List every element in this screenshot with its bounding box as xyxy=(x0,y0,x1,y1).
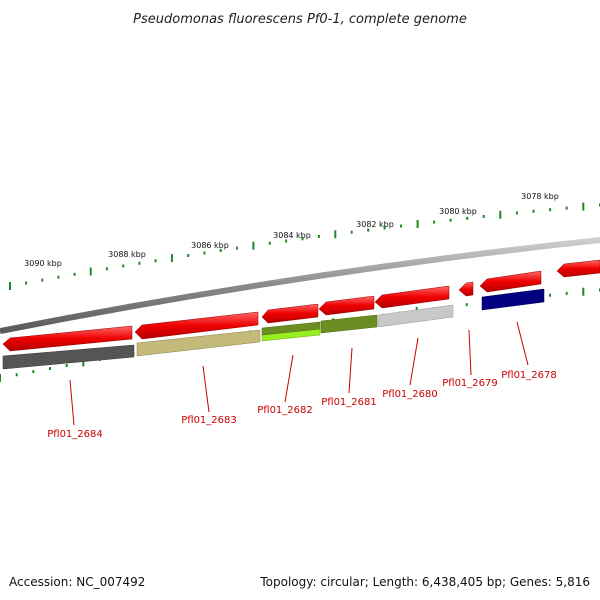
page-title: Pseudomonas fluorescens Pf0-1, complete … xyxy=(133,12,467,27)
gene-label-2682[interactable]: Pfl01_2682 xyxy=(257,405,313,416)
scale-upper-minor-tick xyxy=(565,206,568,210)
gene-label-2678[interactable]: Pfl01_2678 xyxy=(501,370,557,381)
scale-upper-major-tick xyxy=(499,210,502,219)
scale-upper-minor-tick xyxy=(122,264,125,268)
scale-lower-minor-tick xyxy=(465,303,468,307)
scale-lower-minor-tick xyxy=(15,373,18,377)
scale-label-3088: 3088 kbp xyxy=(108,250,146,259)
scale-upper-minor-tick xyxy=(138,261,141,265)
feature-bar-2683 xyxy=(136,329,261,357)
scale-upper-minor-tick xyxy=(301,237,304,241)
scale-upper-minor-tick xyxy=(25,281,28,285)
leader-line-2684 xyxy=(69,379,75,426)
cds-track xyxy=(2,259,600,352)
gene-label-2680[interactable]: Pfl01_2680 xyxy=(382,389,438,400)
cds-arrow-2684[interactable] xyxy=(2,325,133,352)
gene-label-2679[interactable]: Pfl01_2679 xyxy=(442,378,498,389)
cds-arrow-2680[interactable] xyxy=(374,285,450,309)
scale-upper-major-tick xyxy=(252,241,255,250)
leader-line-2681 xyxy=(348,347,353,394)
scale-upper-minor-tick xyxy=(236,246,239,250)
scale-upper-minor-tick xyxy=(515,211,518,215)
scale-lower-minor-tick xyxy=(565,291,568,295)
scale-lower-major-tick xyxy=(0,374,1,382)
scale-upper-major-tick xyxy=(334,230,337,239)
leader-lines xyxy=(69,321,529,426)
scale-lower-major-tick xyxy=(82,358,85,367)
feature-bar-2682-olive xyxy=(261,321,321,336)
scale-label-3078: 3078 kbp xyxy=(521,192,559,201)
scale-upper-minor-tick xyxy=(466,216,469,220)
scale-upper-minor-tick xyxy=(187,254,190,257)
scale-upper-minor-tick xyxy=(268,241,271,245)
cds-arrow-2681[interactable] xyxy=(318,295,375,316)
leader-line-2680 xyxy=(409,337,419,386)
feature-track xyxy=(2,288,545,370)
gene-label-2681[interactable]: Pfl01_2681 xyxy=(321,397,377,408)
scale-upper-minor-tick xyxy=(532,209,535,213)
scale-lower-minor-tick xyxy=(49,367,51,370)
scale-lower-minor-tick xyxy=(549,293,551,297)
scale-label-3084: 3084 kbp xyxy=(273,231,311,240)
accession-text: Accession: NC_007492 xyxy=(9,575,145,589)
scale-label-3090: 3090 kbp xyxy=(24,259,62,268)
scale-upper-minor-tick xyxy=(549,208,552,212)
feature-bar-2681 xyxy=(320,314,378,334)
scale-label-3082: 3082 kbp xyxy=(356,220,394,229)
scale-lower-minor-tick xyxy=(32,370,35,374)
scale-upper-minor-tick xyxy=(285,239,288,243)
scale-lower-minor-tick xyxy=(65,364,68,367)
leader-line-2678 xyxy=(516,321,529,366)
scale-upper-minor-tick xyxy=(57,275,60,279)
cds-arrow-2678[interactable] xyxy=(479,270,542,293)
scale-upper-minor-tick xyxy=(433,220,436,224)
scale-upper-major-tick xyxy=(89,267,92,276)
feature-bar-2684 xyxy=(2,344,135,370)
scale-upper-minor-tick xyxy=(449,218,452,222)
scale-upper-minor-tick xyxy=(317,235,320,238)
scale-upper-major-tick xyxy=(170,254,173,263)
genome-backbone xyxy=(0,237,600,334)
scale-upper-minor-tick xyxy=(350,230,353,234)
scale-upper-major-tick xyxy=(416,220,419,228)
scale-label-3086: 3086 kbp xyxy=(191,241,229,250)
cds-arrow-next[interactable] xyxy=(556,259,600,278)
gene-label-2683[interactable]: Pfl01_2683 xyxy=(181,415,237,426)
cds-arrow-2679[interactable] xyxy=(458,281,474,297)
cds-arrow-2683[interactable] xyxy=(134,311,259,340)
feature-bar-2678 xyxy=(481,288,545,311)
scale-upper-minor-tick xyxy=(383,226,386,230)
leader-line-2679 xyxy=(468,329,472,376)
leader-line-2682 xyxy=(284,354,294,403)
scale-upper-minor-tick xyxy=(41,278,44,282)
scale-upper-major-tick xyxy=(9,282,11,290)
scale-upper-minor-tick xyxy=(203,251,206,255)
scale-upper-minor-tick xyxy=(105,267,108,271)
gene-label-2684[interactable]: Pfl01_2684 xyxy=(47,429,103,440)
scale-upper-minor-tick xyxy=(219,249,222,252)
scale-upper-minor-tick xyxy=(367,228,370,232)
scale-upper-minor-tick xyxy=(154,259,157,263)
scale-upper xyxy=(9,202,600,290)
feature-bar-2680 xyxy=(377,304,454,328)
scale-lower-major-tick xyxy=(582,287,585,296)
cds-arrow-2682[interactable] xyxy=(261,303,319,324)
scale-upper-minor-tick xyxy=(73,272,76,276)
leader-line-2683 xyxy=(202,365,210,413)
scale-upper-minor-tick xyxy=(482,215,485,218)
scale-label-3080: 3080 kbp xyxy=(439,207,477,216)
scale-upper-major-tick xyxy=(582,202,585,211)
genome-stats-text: Topology: circular; Length: 6,438,405 bp… xyxy=(259,575,590,589)
scale-upper-minor-tick xyxy=(400,224,403,228)
